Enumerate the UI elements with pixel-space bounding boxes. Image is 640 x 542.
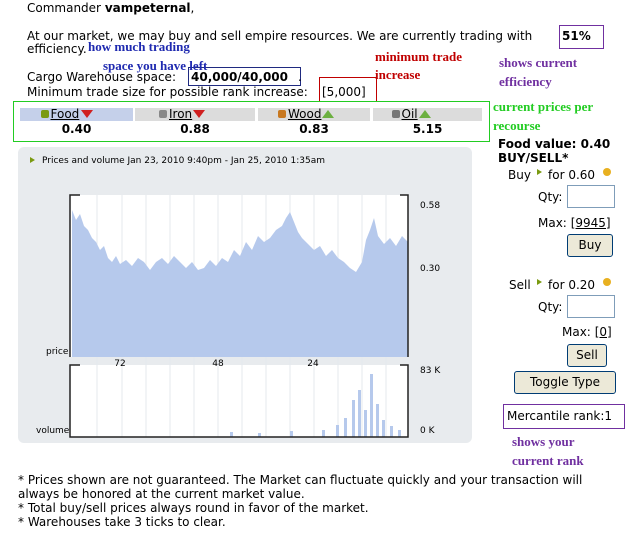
cargo-end: . [298,70,302,84]
note: * Prices shown are not guaranteed. The M… [18,473,583,487]
annotation: minimum trade [375,49,463,64]
qty-label: Qty: [538,190,563,204]
cargo-label: Cargo Warehouse space: [27,70,176,84]
cargo-value: 40,000/40,000 [191,70,288,84]
qty-label: Qty: [538,300,563,314]
annotation: recourse [493,118,541,133]
buy-qty-input[interactable] [567,185,615,208]
price-label: 0.30 [420,264,440,274]
annotation: increase [375,67,421,82]
note: * Total buy/sell prices always round in … [18,501,369,515]
annotation: shows current [499,55,578,70]
cargo-box [188,67,301,86]
sell-qty-input[interactable] [567,295,615,318]
coin-icon [603,278,611,286]
efficiency-box [559,25,604,49]
resource-name[interactable]: Food [50,107,80,121]
food-icon [537,279,542,285]
min-trade-label: Minimum trade size for possible rank inc… [27,85,308,99]
buy-sell-heading: BUY/SELL* [498,151,569,165]
buy-max[interactable]: [9945] [570,216,611,230]
volume-bars [230,374,401,437]
price-label: 0.58 [420,201,440,211]
resource-price: 0.83 [299,122,329,136]
greeting: Commander vampeternal, [27,1,194,15]
volume-label: 0 K [420,426,436,436]
axis-brackets [69,194,409,438]
food-icon [30,157,35,163]
annotation: space you have left [103,58,208,73]
annotation: current rank [512,453,584,468]
note: always be honored at the current market … [18,487,305,501]
x-label: 24 [307,359,319,369]
volume-plot [70,365,408,437]
x-label: 72 [114,359,125,369]
intro-text: At our market, we may buy and sell empir… [27,29,533,43]
resource-price: 0.40 [61,122,92,136]
resource-icon [278,110,286,118]
trend-arrow [193,110,205,118]
chart-title: Prices and volume Jan 23, 2010 9:40pm - … [42,156,325,166]
annotation: current prices per [493,99,594,114]
max-label: Max: [562,325,591,339]
food-icon [537,169,542,175]
greeting-prefix: Commander [27,1,101,15]
volume-axis-label: volume [36,426,70,436]
resource-price: 5.15 [412,122,443,136]
resource-icon [159,110,167,118]
trend-arrow [80,110,93,118]
resource-icon [391,110,400,118]
sell-max[interactable]: [0] [594,325,612,339]
annotation: how much trading [88,39,190,54]
commander-name: vampeternal [104,1,191,15]
price-axis-label: price [46,347,69,357]
toggle-type-button[interactable]: Toggle Type [514,371,616,394]
sell-price: for 0.20 [548,278,596,292]
resource-name[interactable]: Wood [288,107,322,121]
resource-icon [40,110,49,118]
max-label: Max: [538,216,567,230]
coin-icon [603,168,611,176]
resource-name[interactable]: Iron [169,107,193,121]
efficiency-value: 51% [562,29,591,43]
trend-arrow [322,110,334,118]
greeting-suffix: , [190,1,195,15]
note: * Warehouses take 3 ticks to clear. [18,515,226,529]
buy-label: Buy [508,168,531,182]
x-label: 48 [212,359,224,369]
resource-tab [258,108,370,121]
price-area [72,210,408,357]
annotation: shows your [512,434,575,449]
resource-price: 0.88 [180,122,210,136]
trend-arrow [418,110,431,118]
sell-button[interactable]: Sell [567,344,607,367]
min-trade-value: [5,000] [322,85,366,99]
buy-button[interactable]: Buy [567,234,613,257]
sell-label: Sell [509,278,531,292]
buy-price: for 0.60 [548,168,596,182]
value-line: Food value: 0.40 [498,137,611,151]
intro-end: efficiency. [27,42,87,56]
rank-box [503,404,625,429]
volume-label: 83 K [420,366,441,376]
resource-name[interactable]: Oil [401,107,418,121]
prices-box [13,101,490,142]
mercantile-rank: Mercantile rank:1 [507,409,613,423]
annotation: efficiency [499,74,552,89]
